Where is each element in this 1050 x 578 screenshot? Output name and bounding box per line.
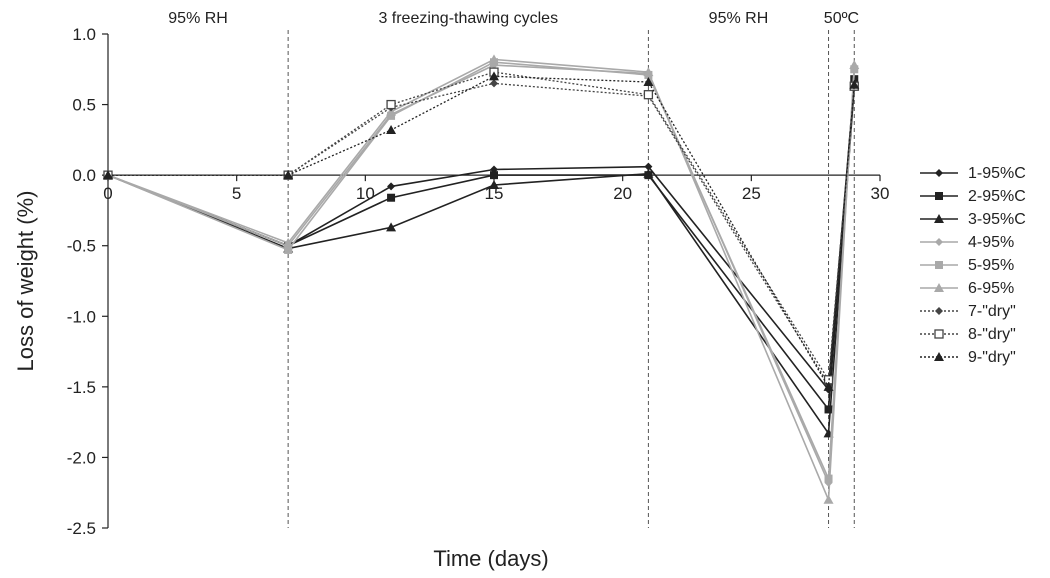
y-tick-label-4: -1.0 [67,307,96,326]
legend-marker-7 [935,307,943,315]
series-line-1 [107,83,856,392]
legend-item-6: 6-95% [920,280,1014,297]
phase-label-3: 50ºC [824,10,859,27]
y-tick-label-7: -2.5 [67,519,96,538]
legend-marker-9 [934,352,944,361]
series-7-point-3 [490,79,498,88]
y-tick-label-0: 1.0 [72,25,96,44]
phase-label-0: 95% RH [168,10,228,27]
series-9-point-5 [823,381,834,391]
series-3 [103,81,860,438]
series-9-point-4 [643,76,654,86]
series-3-point-2 [386,222,397,232]
series-3-point-4 [643,168,654,178]
legend-label-8: 8-"dry" [968,326,1016,343]
series-8 [103,67,859,385]
legend-item-3: 3-95%C [920,211,1026,228]
x-tick-label-1: 5 [232,184,241,203]
x-tick-label-0: 0 [103,184,112,203]
legend-marker-5 [935,261,943,269]
y-tick-label-2: 0.0 [72,166,96,185]
series-9-point-1 [283,170,294,180]
series-line-5 [107,61,856,479]
x-tick-label-5: 25 [742,184,761,203]
y-tick-label-5: -1.5 [67,378,96,397]
series-5-point-5 [824,474,833,483]
legend-item-1: 1-95%C [920,165,1026,182]
legend-item-8: 8-"dry" [920,326,1016,343]
series-line-8 [108,71,855,382]
series-line-4 [107,64,856,484]
series-9-point-3 [489,71,499,81]
legend-marker-8 [934,329,944,339]
axes: 1.00.50.0-0.5-1.0-1.5-2.0-2.50 5 10 15 20 25 3… [67,25,890,538]
series-9-point-0 [103,170,113,180]
phase-labels: 95% RH 3 freezing-thawing cycles 95% RH 50º… [168,10,859,27]
x-tick-label-6: 30 [871,184,890,203]
series-7 [104,79,859,389]
series-4 [104,61,859,487]
legend-label-9: 9-"dry" [968,349,1016,366]
series-layer [103,54,860,504]
phase-divider-lines [287,30,855,528]
y-tick-label-3: -0.5 [67,237,96,256]
legend-marker-2 [935,192,943,200]
series-2-point-2 [387,193,396,202]
series-line-7 [108,82,855,386]
legend-marker-6 [934,283,944,292]
legend-item-9: 9-"dry" [920,349,1016,366]
series-2-point-3 [490,171,498,180]
legend-marker-3 [934,214,944,223]
y-axis-title: Loss of weight (%) [13,191,38,372]
series-5-point-2 [387,111,396,120]
legend-marker-4 [935,238,943,246]
legend-label-4: 4-95% [968,234,1014,251]
x-axis-title: Time (days) [433,546,548,571]
series-8-point-2 [386,99,396,110]
legend-item-2: 2-95%C [920,188,1026,205]
series-line-3 [107,86,856,436]
y-tick-label-6: -2.0 [67,448,96,467]
series-9-point-6 [849,79,860,89]
series-5 [104,58,859,483]
series-2 [104,75,859,414]
series-6-point-3 [489,54,499,64]
series-1 [104,79,859,394]
legend-item-7: 7-"dry" [920,303,1016,320]
series-9 [103,71,860,391]
legend-label-1: 1-95%C [968,165,1026,182]
legend-label-2: 2-95%C [968,188,1026,205]
series-line-9 [108,75,855,389]
y-tick-label-1: 0.5 [72,96,96,115]
series-9-point-2 [386,124,397,134]
series-6-point-5 [823,494,834,504]
legend-label-3: 3-95%C [968,211,1026,228]
series-5-point-1 [284,245,293,254]
x-tick-label-2: 10 [356,184,375,203]
series-1-point-2 [387,182,396,191]
series-2-point-5 [824,405,833,414]
series-line-6 [107,58,856,501]
legend: 1-95%C 2-95%C 3-95%C 4-95% 5-95% 6-95% 7-"dry"… [920,165,1026,366]
legend-item-4: 4-95% [920,234,1014,251]
x-tick-label-4: 20 [613,184,632,203]
phase-label-1: 3 freezing-thawing cycles [378,10,558,27]
series-8-point-4 [643,90,654,100]
phase-label-2: 95% RH [709,10,769,27]
legend-item-5: 5-95% [920,257,1014,274]
legend-label-6: 6-95% [968,280,1014,297]
series-1-point-4 [644,162,653,171]
legend-label-5: 5-95% [968,257,1014,274]
series-6-point-4 [643,67,654,77]
series-3-point-3 [489,180,499,190]
series-6-point-1 [283,237,294,247]
series-6-point-6 [849,60,860,70]
series-6 [103,54,860,504]
legend-label-7: 7-"dry" [968,303,1016,320]
legend-marker-1 [935,169,943,177]
